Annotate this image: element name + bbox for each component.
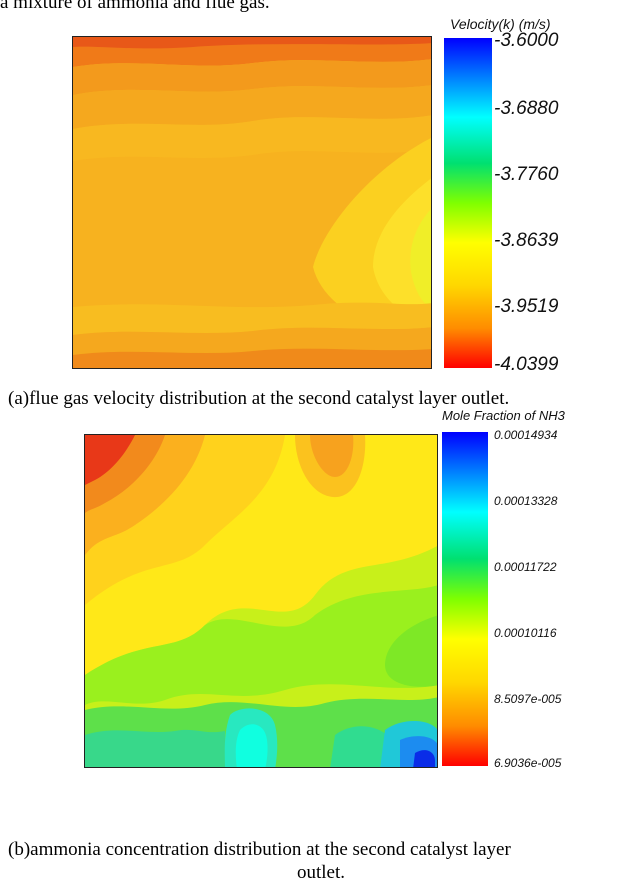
velocity-tick-2: -3.7760 [494,164,559,185]
ammonia-contour-plot [84,434,438,768]
velocity-tick-5: -4.0399 [494,354,559,375]
velocity-tick-0: -3.6000 [494,30,559,51]
velocity-legend-title: Velocity(k) (m/s) [450,16,551,32]
ammonia-tick-3: 0.00010116 [494,626,557,640]
velocity-tick-4: -3.9519 [494,296,559,317]
ammonia-tick-0: 0.00014934 [494,428,558,442]
ammonia-colorbar [442,432,488,766]
ammonia-contour-svg [85,435,437,767]
ammonia-tick-5: 6.9036e-005 [494,756,562,770]
preceding-text-line: a mixture of ammonia and flue gas. [0,0,270,13]
velocity-colorbar [444,38,492,368]
velocity-contour-svg [73,37,431,368]
ammonia-legend-title: Mole Fraction of NH3 [442,408,565,423]
figure-b-caption-line1: (b)ammonia concentration distribution at… [8,839,511,860]
ammonia-tick-1: 0.00013328 [494,494,558,508]
velocity-contour-plot [72,36,432,369]
figure-b-caption-line2: outlet. [296,862,346,883]
velocity-tick-3: -3.8639 [494,230,559,251]
figure-a-caption: (a)flue gas velocity distribution at the… [8,388,510,409]
ammonia-tick-2: 0.00011722 [494,560,557,574]
ammonia-tick-4: 8.5097e-005 [494,692,562,706]
figure-velocity: Velocity(k) (m/s) [62,16,582,375]
figure-ammonia: Mole Fraction of NH3 [80,408,600,770]
velocity-tick-1: -3.6880 [494,98,559,119]
